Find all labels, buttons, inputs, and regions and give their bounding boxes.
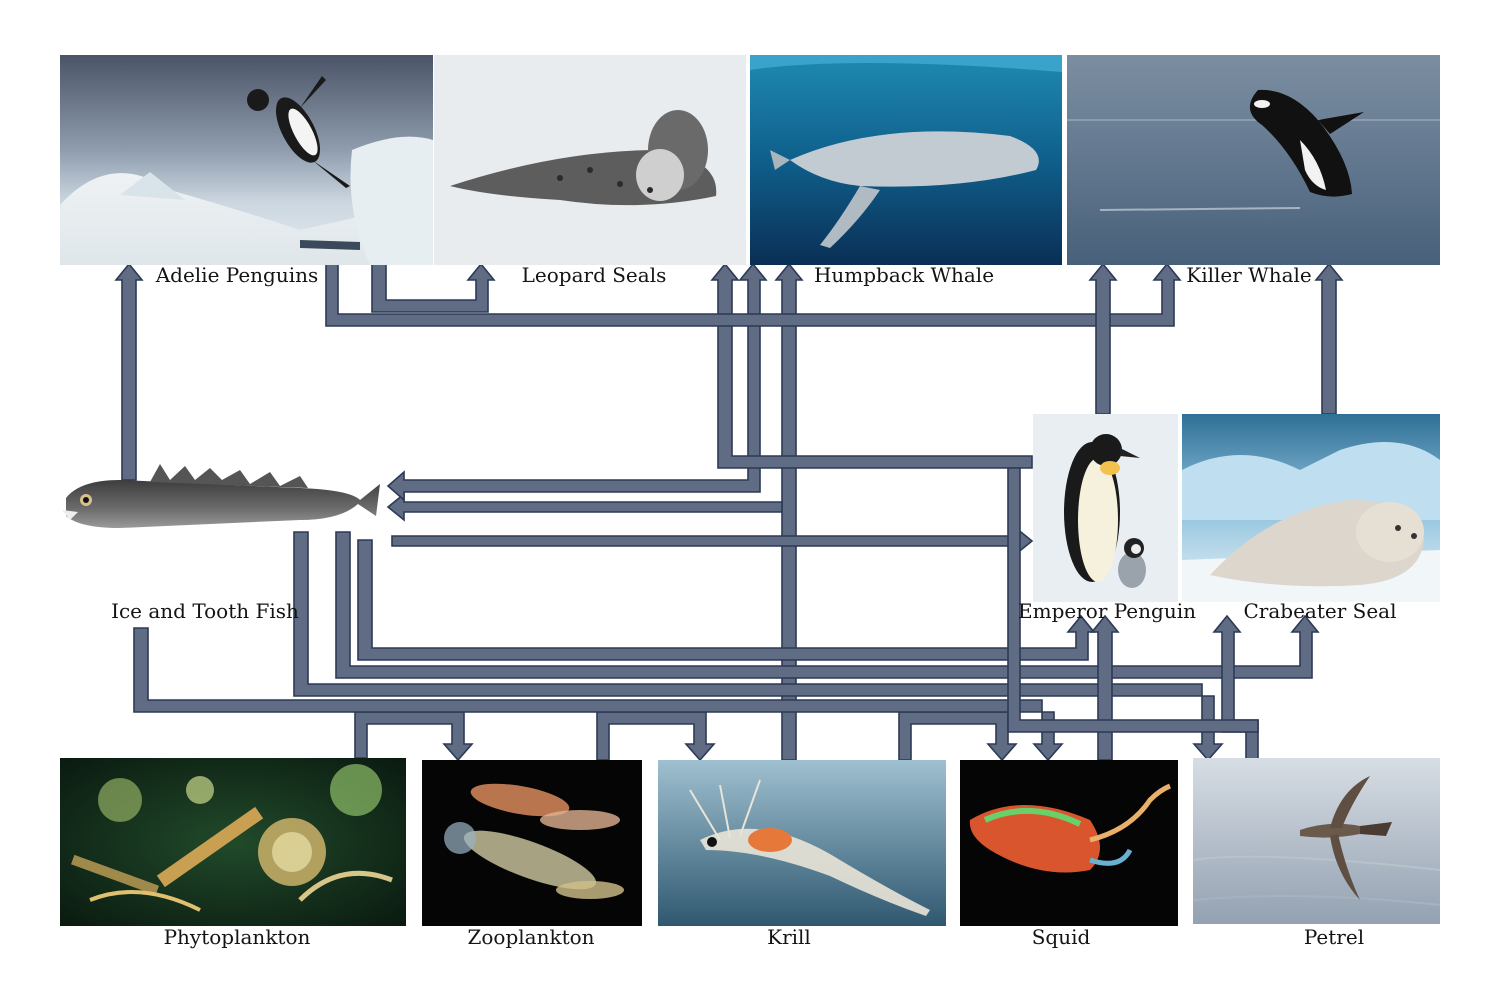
arrow-krill-to-humpback: [774, 262, 804, 761]
label-killer-whale: Killer Whale: [1186, 263, 1311, 287]
krill-photo: [658, 760, 946, 926]
arrow-fish-to-petrel: [293, 531, 1224, 762]
leopard-seals-photo: [434, 55, 746, 265]
arrow-crabeater-to-killer: [1314, 262, 1344, 415]
arrow-krill-to-fish: [386, 492, 783, 522]
arrow-adelie-to-leopard: [371, 262, 496, 313]
label-leopard-seals: Leopard Seals: [522, 263, 667, 287]
crabeater-seal-photo: [1182, 414, 1440, 602]
arrow-emperor-down: [1007, 467, 1259, 733]
arrow-fish-to-adelie: [114, 262, 144, 481]
phytoplankton-photo: [60, 758, 406, 926]
arrow-phytoplankton-to-zooplankton: [354, 711, 474, 762]
emperor-penguin-photo: [1033, 414, 1178, 602]
label-phytoplankton: Phytoplankton: [164, 925, 311, 949]
label-petrel: Petrel: [1304, 925, 1364, 949]
arrow-emperor-to-leopard: [710, 262, 1033, 469]
arrow-adelie-to-killer: [325, 262, 1182, 327]
arrow-emperor-to-killer: [1088, 262, 1118, 415]
arrow-fish-to-squid: [133, 627, 1064, 762]
killer-whale-photo: [1067, 55, 1440, 265]
label-humpback-whale: Humpback Whale: [814, 263, 994, 287]
arrow-krill-to-squid: [898, 711, 1018, 762]
zooplankton-photo: [422, 760, 642, 926]
arrow-fish-to-emperor-lower: [357, 539, 1096, 661]
arrow-petrel-connector: [1212, 614, 1259, 761]
ice-tooth-fish-photo: [62, 464, 380, 528]
label-krill: Krill: [767, 925, 811, 949]
label-zooplankton: Zooplankton: [467, 925, 594, 949]
arrow-fish-to-crabeater: [335, 531, 1320, 679]
label-emperor-penguin: Emperor Penguin: [1018, 599, 1196, 623]
label-crabeater-seal: Crabeater Seal: [1244, 599, 1397, 623]
arrow-zooplankton-to-krill: [596, 711, 716, 762]
humpback-whale-photo: [750, 55, 1062, 265]
feeding-arrows: [114, 262, 1344, 762]
label-squid: Squid: [1032, 925, 1091, 949]
label-ice-tooth-fish: Ice and Tooth Fish: [111, 599, 299, 623]
arrow-fish-to-emperor: [391, 526, 1034, 556]
arrow-fish-to-leopard: [386, 262, 768, 502]
label-adelie-penguins: Adelie Penguins: [155, 263, 319, 287]
squid-photo: [960, 760, 1178, 926]
petrel-photo: [1192, 758, 1441, 924]
adelie-penguins-photo: [60, 55, 433, 265]
